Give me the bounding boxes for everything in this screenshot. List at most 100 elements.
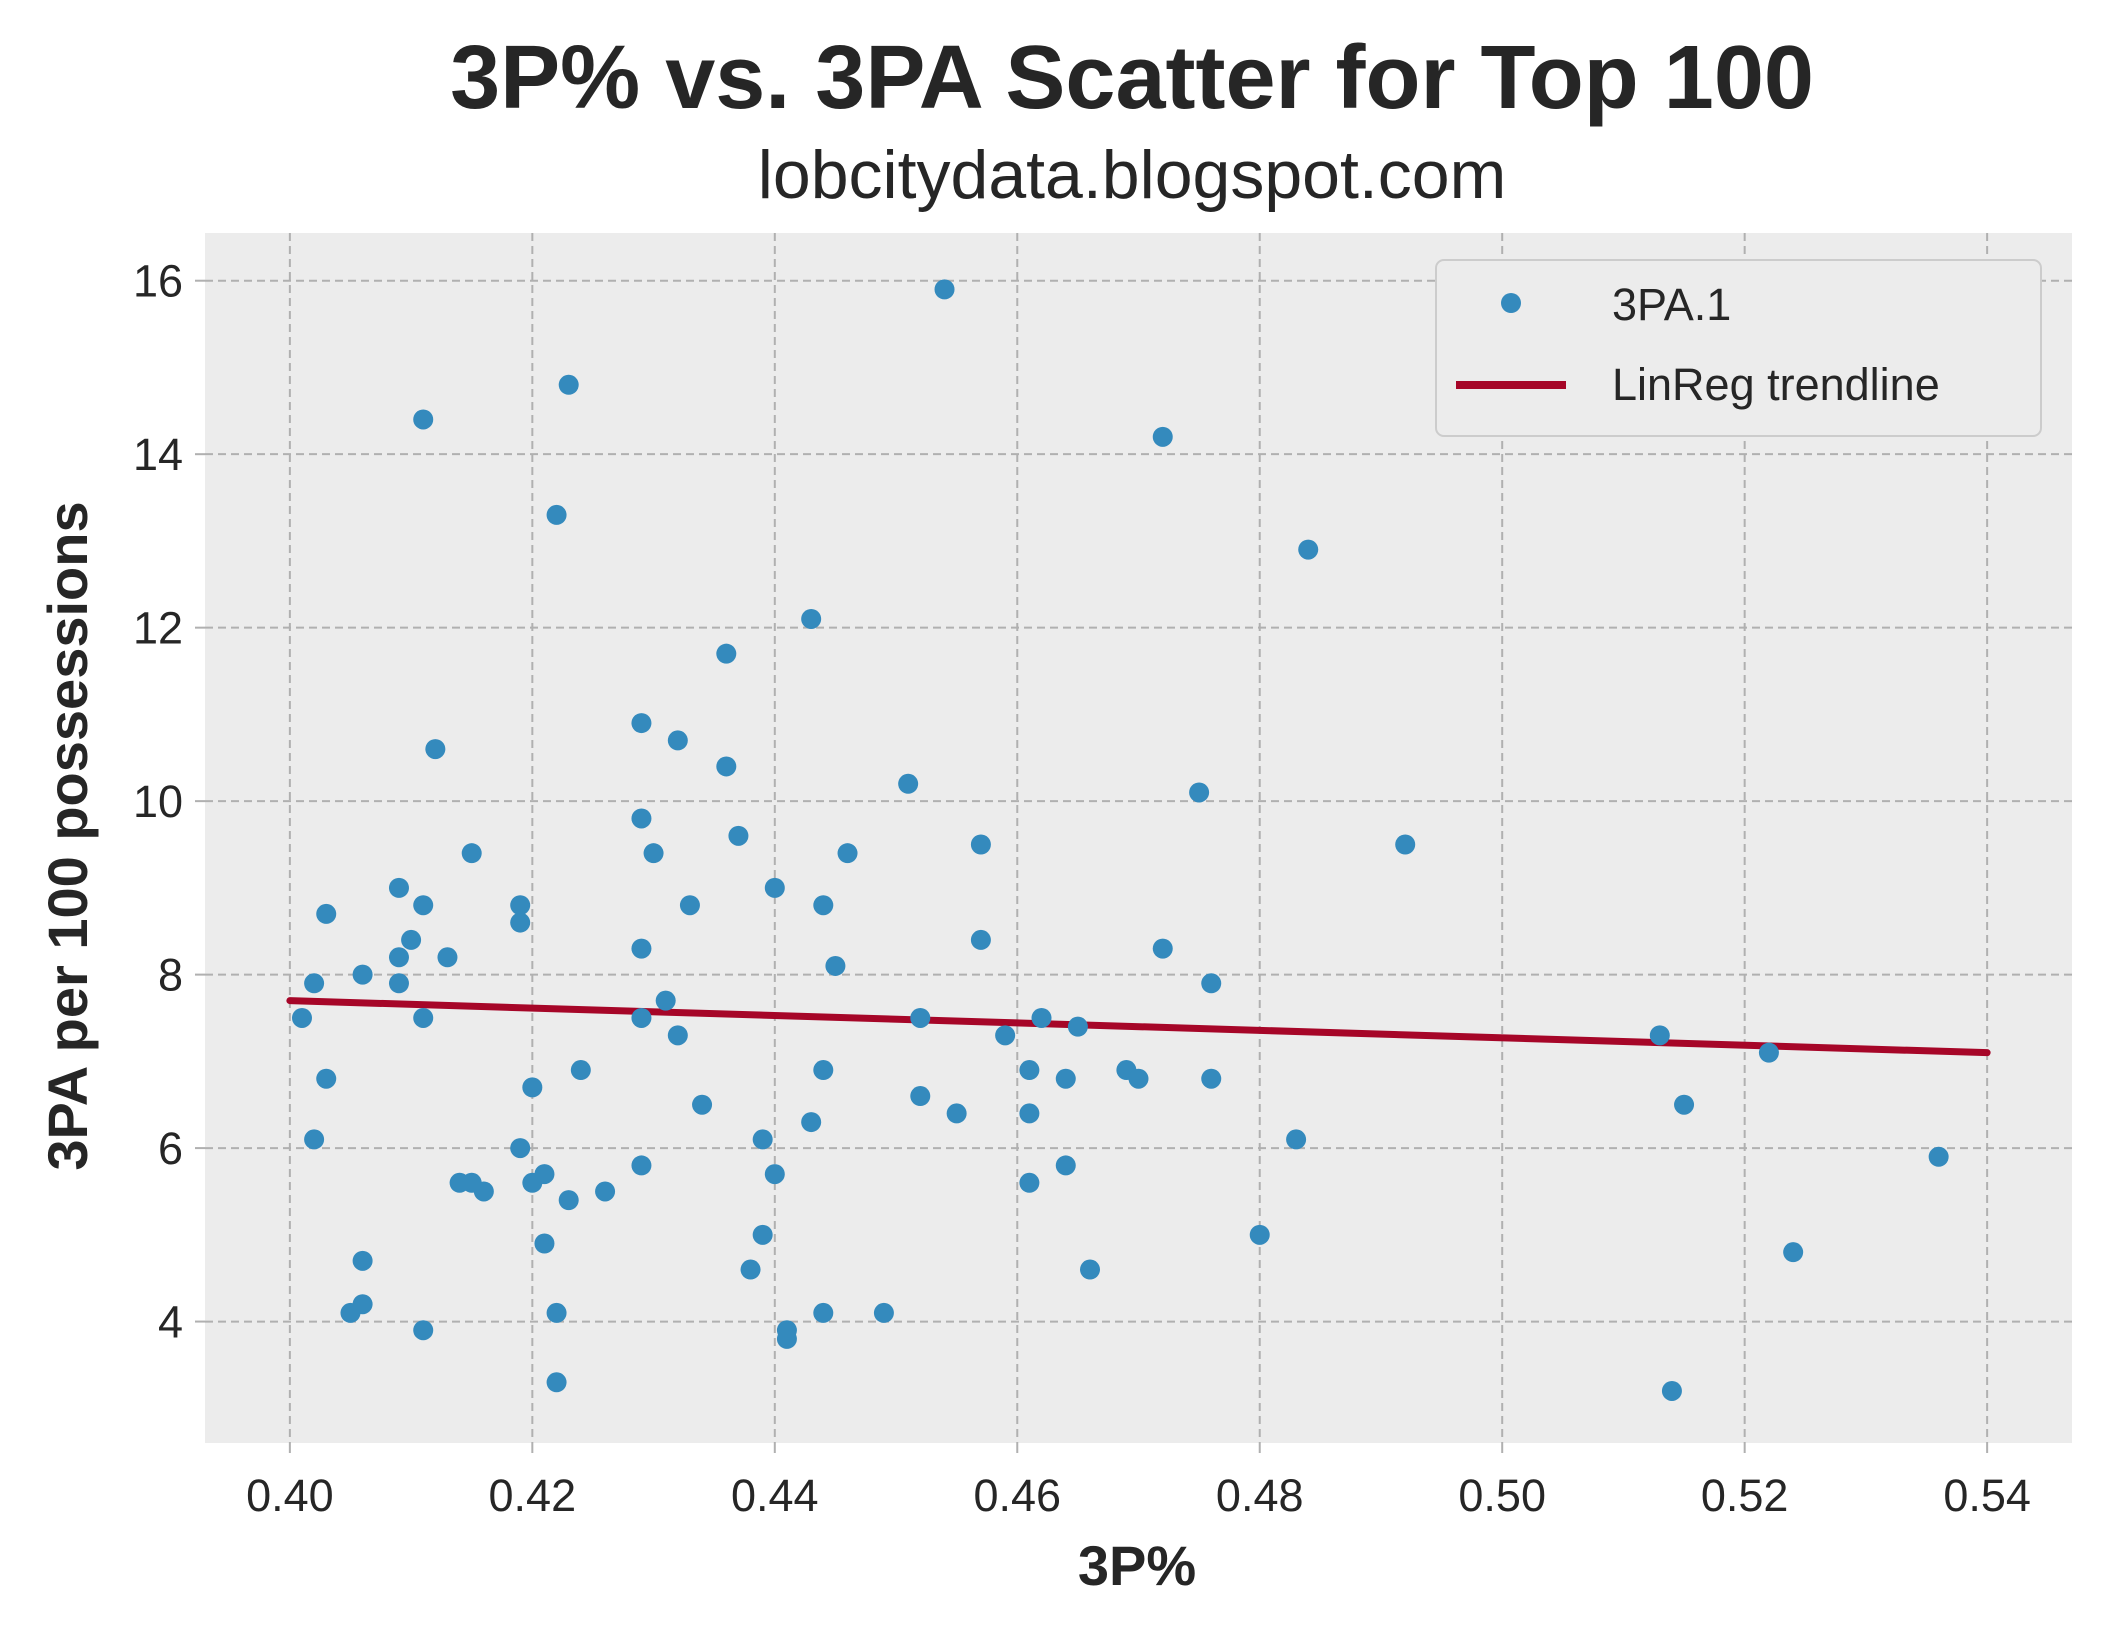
data-point — [667, 1025, 688, 1046]
data-point — [413, 895, 434, 916]
data-point — [1128, 1068, 1149, 1089]
x-tick-label: 0.48 — [1216, 1470, 1304, 1521]
data-point — [801, 608, 822, 629]
data-point — [728, 825, 749, 846]
legend: 3PA.1 LinReg trendline — [1435, 259, 2042, 437]
trendline-layer — [286, 997, 1991, 1057]
data-point — [1674, 1094, 1695, 1115]
data-point — [1783, 1242, 1804, 1263]
y-tick-label: 8 — [158, 950, 183, 1001]
data-point — [643, 843, 664, 864]
data-point — [1661, 1380, 1682, 1401]
data-point — [631, 1155, 652, 1176]
data-point — [461, 843, 482, 864]
data-point — [716, 643, 737, 664]
data-point — [667, 730, 688, 751]
chart-title: 3P% vs. 3PA Scatter for Top 100 — [450, 28, 1814, 128]
legend-marker-points — [1501, 293, 1521, 313]
data-point — [352, 964, 373, 985]
data-point — [679, 895, 700, 916]
data-point — [316, 903, 337, 924]
data-point — [510, 895, 531, 916]
data-point — [1080, 1259, 1101, 1280]
data-point — [388, 947, 409, 968]
data-point — [813, 895, 834, 916]
data-point — [934, 279, 955, 300]
x-tick-label: 0.52 — [1701, 1470, 1789, 1521]
data-point — [388, 877, 409, 898]
data-point — [1201, 1068, 1222, 1089]
x-tick-label: 0.50 — [1458, 1470, 1546, 1521]
data-point — [558, 374, 579, 395]
data-point — [764, 877, 785, 898]
data-point — [1201, 973, 1222, 994]
data-point — [546, 504, 567, 525]
data-point — [316, 1068, 337, 1089]
data-point — [558, 1190, 579, 1211]
data-point — [898, 773, 919, 794]
y-tick-label: 12 — [133, 603, 183, 654]
data-point — [425, 739, 446, 760]
x-tick-label: 0.54 — [1943, 1470, 2031, 1521]
x-axis-ticks: 0.40 0.42 0.44 0.46 0.48 0.50 0.52 0.54 — [246, 1443, 2031, 1521]
data-point — [631, 1007, 652, 1028]
data-point — [825, 955, 846, 976]
y-tick-label: 14 — [133, 429, 183, 480]
data-point — [1152, 426, 1173, 447]
data-point — [1055, 1068, 1076, 1089]
legend-box — [1435, 259, 2042, 437]
scatter-points — [291, 279, 1949, 1401]
data-point — [352, 1250, 373, 1271]
data-point — [1298, 539, 1319, 560]
trendline — [286, 997, 1991, 1057]
data-point — [352, 1294, 373, 1315]
data-point — [776, 1328, 797, 1349]
data-point — [546, 1302, 567, 1323]
y-tick-label: 10 — [133, 776, 183, 827]
data-point — [995, 1025, 1016, 1046]
data-point — [970, 929, 991, 950]
data-point — [801, 1112, 822, 1133]
y-tick-label: 6 — [158, 1123, 183, 1174]
data-point — [304, 1129, 325, 1150]
data-point — [752, 1129, 773, 1150]
x-tick-label: 0.46 — [973, 1470, 1061, 1521]
data-point — [631, 938, 652, 959]
x-tick-label: 0.42 — [489, 1470, 577, 1521]
data-point — [510, 1138, 531, 1159]
data-point — [534, 1233, 555, 1254]
data-point — [413, 1007, 434, 1028]
legend-label-trendline: LinReg trendline — [1612, 359, 1940, 410]
x-tick-label: 0.44 — [731, 1470, 819, 1521]
data-point — [837, 843, 858, 864]
data-point — [692, 1094, 713, 1115]
data-point — [473, 1181, 494, 1202]
data-point — [946, 1103, 967, 1124]
data-point — [1758, 1042, 1779, 1063]
chart-subtitle: lobcitydata.blogspot.com — [758, 137, 1506, 213]
y-axis-label: 3PA per 100 possessions — [36, 501, 99, 1170]
y-tick-label: 16 — [133, 256, 183, 307]
legend-label-points: 3PA.1 — [1612, 279, 1731, 330]
data-point — [546, 1372, 567, 1393]
data-point — [631, 713, 652, 734]
data-point — [764, 1164, 785, 1185]
data-point — [1649, 1025, 1670, 1046]
data-point — [1055, 1155, 1076, 1176]
x-tick-label: 0.40 — [246, 1470, 334, 1521]
data-point — [1395, 834, 1416, 855]
data-point — [1067, 1016, 1088, 1037]
data-point — [1019, 1103, 1040, 1124]
x-axis-label: 3P% — [1078, 1534, 1196, 1597]
data-point — [1249, 1224, 1270, 1245]
data-point — [1019, 1172, 1040, 1193]
y-axis-ticks: 4 6 8 10 12 14 16 — [133, 256, 205, 1348]
data-point — [752, 1224, 773, 1245]
data-point — [655, 990, 676, 1011]
data-point — [1928, 1146, 1949, 1167]
data-point — [1189, 782, 1210, 803]
data-point — [813, 1302, 834, 1323]
data-point — [813, 1060, 834, 1081]
data-point — [716, 756, 737, 777]
